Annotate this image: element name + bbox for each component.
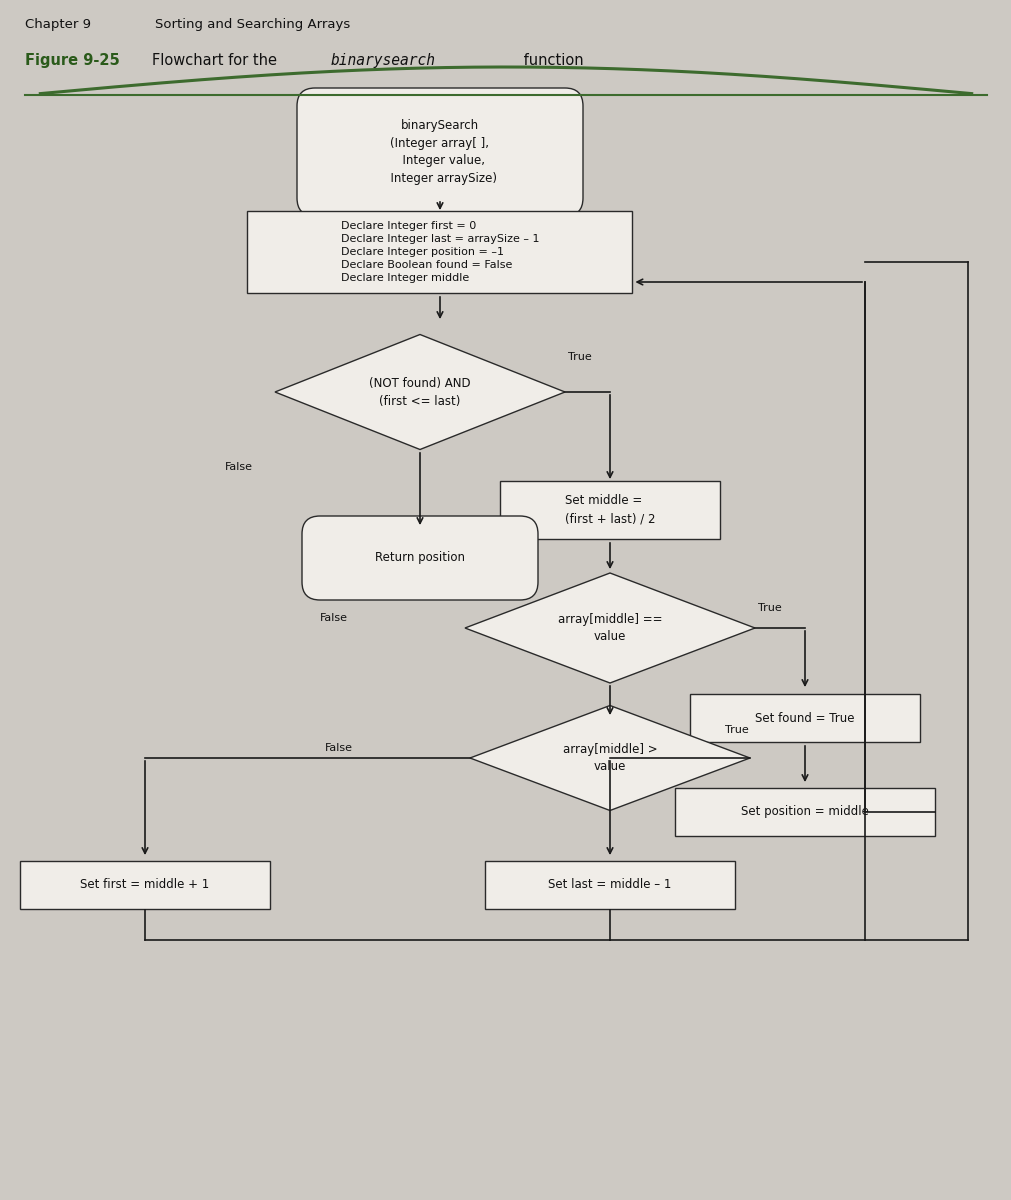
Text: binarySearch
(Integer array[ ],
  Integer value,
  Integer arraySize): binarySearch (Integer array[ ], Integer … (382, 119, 496, 185)
Text: False: False (319, 613, 348, 623)
Text: True: True (724, 725, 748, 734)
Text: False: False (325, 743, 353, 754)
Polygon shape (275, 335, 564, 450)
FancyBboxPatch shape (690, 694, 919, 742)
Text: Figure 9-25: Figure 9-25 (25, 53, 119, 68)
Text: Set found = True: Set found = True (754, 712, 854, 725)
FancyBboxPatch shape (674, 788, 934, 836)
FancyBboxPatch shape (20, 862, 270, 910)
Text: function: function (519, 53, 583, 68)
FancyBboxPatch shape (301, 516, 538, 600)
Text: Declare Integer first = 0
Declare Integer last = arraySize – 1
Declare Integer p: Declare Integer first = 0 Declare Intege… (341, 221, 539, 283)
Text: Return position: Return position (375, 552, 464, 564)
Text: True: True (567, 352, 591, 362)
Text: array[middle] >
value: array[middle] > value (562, 743, 657, 774)
FancyBboxPatch shape (248, 211, 632, 293)
Text: Set last = middle – 1: Set last = middle – 1 (548, 878, 671, 892)
Text: True: True (757, 602, 780, 613)
Text: (NOT found) AND
(first <= last): (NOT found) AND (first <= last) (369, 377, 470, 408)
FancyBboxPatch shape (484, 862, 734, 910)
Polygon shape (469, 706, 749, 810)
Text: Set middle =
(first + last) / 2: Set middle = (first + last) / 2 (564, 494, 654, 526)
Text: False: False (224, 462, 253, 472)
Text: Sorting and Searching Arrays: Sorting and Searching Arrays (155, 18, 350, 31)
FancyBboxPatch shape (296, 88, 582, 216)
Text: array[middle] ==
value: array[middle] == value (557, 612, 661, 643)
Polygon shape (464, 572, 754, 683)
Text: Flowchart for the: Flowchart for the (152, 53, 281, 68)
FancyBboxPatch shape (499, 481, 719, 539)
Text: Set first = middle + 1: Set first = middle + 1 (80, 878, 209, 892)
Text: Chapter 9: Chapter 9 (25, 18, 91, 31)
Text: binarysearch: binarysearch (331, 53, 436, 68)
Text: Set position = middle: Set position = middle (740, 805, 868, 818)
